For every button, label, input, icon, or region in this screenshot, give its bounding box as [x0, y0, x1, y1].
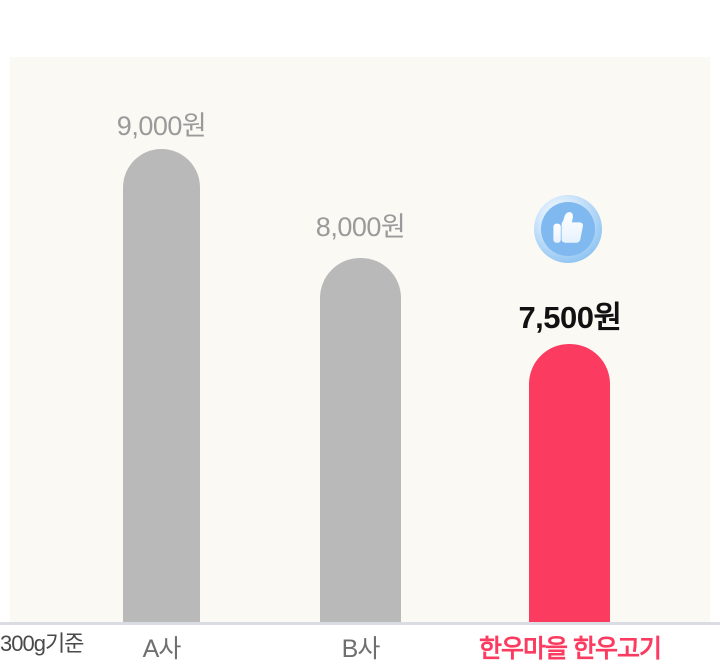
chart-baseline [0, 622, 720, 625]
bar-b [320, 258, 401, 622]
unit-note: 300g기준 [0, 631, 84, 656]
bar-value-hanwoo: 7,500원 [518, 300, 622, 335]
bar-caption-hanwoo: 한우마을 한우고기 [479, 635, 662, 663]
bar-a [123, 149, 200, 622]
bar-hanwoo [529, 344, 610, 622]
bar-value-b: 8,000원 [315, 212, 406, 242]
bar-caption-b: B사 [341, 635, 381, 663]
bar-caption-a: A사 [142, 635, 182, 663]
thumbs-up-icon [532, 193, 604, 265]
bar-value-a: 9,000원 [116, 111, 207, 141]
